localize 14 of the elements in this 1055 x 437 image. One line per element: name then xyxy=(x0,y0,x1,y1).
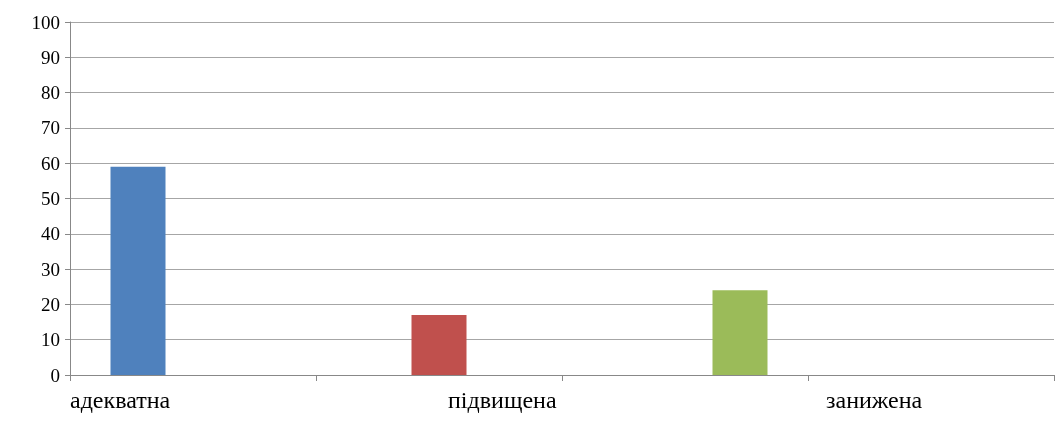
text: адекватна xyxy=(70,387,171,413)
y-tick-label: 100 xyxy=(31,11,60,33)
y-tick-label: 30 xyxy=(41,258,60,280)
y-tick-label: 80 xyxy=(41,82,60,104)
y-tick-label: 60 xyxy=(41,152,60,174)
y-tick-label: 0 xyxy=(50,364,60,386)
y-tick-label: 50 xyxy=(41,188,60,209)
y-tick-label: 70 xyxy=(41,117,60,139)
y-tick-label: 40 xyxy=(41,223,60,245)
y-tick-label: 20 xyxy=(41,293,60,315)
y-tick-label: 90 xyxy=(41,46,60,68)
y-tick-label: 10 xyxy=(41,329,60,351)
text: підвищена xyxy=(448,387,557,413)
text: занижена xyxy=(826,387,923,413)
